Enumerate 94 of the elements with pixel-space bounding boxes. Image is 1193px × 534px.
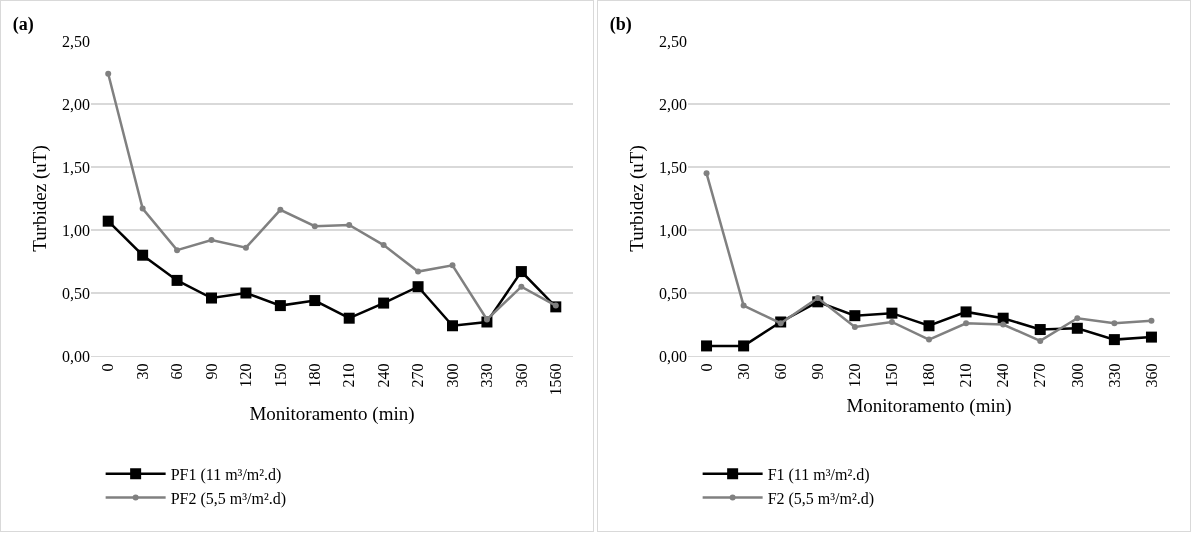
x-axis-title: Monitoramento (min) xyxy=(846,395,1012,418)
y-tick-label: 1,50 xyxy=(62,158,90,176)
x-axis-title: Monitoramento (min) xyxy=(249,403,415,426)
x-tick-label: 360 xyxy=(1142,363,1160,388)
y-tick-label: 0,50 xyxy=(62,284,90,302)
y-axis-title: Turbidez (uT) xyxy=(28,145,51,252)
x-tick-label: 360 xyxy=(512,363,530,388)
legend-label: F2 (5,5 m³/m².d) xyxy=(767,489,875,508)
point xyxy=(449,262,456,269)
point xyxy=(311,223,318,230)
point xyxy=(277,206,284,213)
legend-label: F1 (11 m³/m².d) xyxy=(767,465,870,484)
x-tick-label: 300 xyxy=(1068,363,1086,388)
x-tick-label: 60 xyxy=(771,363,789,380)
x-tick-label: 330 xyxy=(478,363,496,388)
point xyxy=(926,336,932,343)
point xyxy=(1034,324,1046,336)
y-tick-label: 2,00 xyxy=(62,95,90,113)
point xyxy=(137,249,149,261)
y-tick-label: 1,00 xyxy=(659,221,687,239)
x-tick-label: 240 xyxy=(994,363,1012,388)
x-tick-label: 0 xyxy=(697,363,715,372)
point xyxy=(1037,337,1044,344)
x-tick-label: 30 xyxy=(734,363,752,380)
point xyxy=(206,292,217,304)
point xyxy=(102,215,114,227)
point xyxy=(1074,315,1081,322)
x-tick-label: 210 xyxy=(340,363,358,388)
point xyxy=(274,300,286,312)
point xyxy=(1000,321,1007,328)
point xyxy=(703,170,710,177)
point xyxy=(171,274,183,286)
point xyxy=(1148,317,1155,324)
point xyxy=(380,242,387,249)
point xyxy=(963,320,970,327)
point xyxy=(515,266,527,278)
point xyxy=(378,297,390,309)
point xyxy=(174,247,181,254)
point xyxy=(343,312,355,324)
x-tick-label: 300 xyxy=(443,363,461,388)
point xyxy=(105,70,112,77)
point xyxy=(888,318,895,325)
point xyxy=(518,283,525,290)
point xyxy=(415,268,422,275)
chart-title: (b) xyxy=(609,13,632,35)
point xyxy=(1145,331,1157,343)
point xyxy=(447,320,458,332)
x-tick-label: 150 xyxy=(271,363,289,388)
x-tick-label: 270 xyxy=(409,363,427,388)
x-tick-label: 30 xyxy=(133,363,151,380)
x-tick-label: 60 xyxy=(168,363,186,380)
x-tick-label: 120 xyxy=(237,363,255,388)
point xyxy=(886,307,898,319)
y-axis-title: Turbidez (uT) xyxy=(625,145,648,252)
y-tick-label: 1,50 xyxy=(659,158,687,176)
x-tick-label: 0 xyxy=(99,363,117,372)
x-tick-label: 210 xyxy=(957,363,975,388)
point xyxy=(139,205,146,212)
chart-title: (a) xyxy=(12,13,34,35)
x-tick-label: 90 xyxy=(808,363,826,380)
x-tick-label: 90 xyxy=(202,363,220,380)
y-tick-label: 0,50 xyxy=(659,284,687,302)
point xyxy=(1111,320,1118,327)
point xyxy=(412,281,424,293)
point xyxy=(1108,334,1120,346)
y-tick-label: 2,50 xyxy=(659,32,687,50)
point xyxy=(1071,322,1083,334)
y-tick-label: 2,00 xyxy=(659,95,687,113)
point xyxy=(240,287,252,299)
y-tick-label: 1,00 xyxy=(62,221,90,239)
point xyxy=(309,295,321,307)
x-tick-label: 120 xyxy=(846,363,864,388)
point xyxy=(923,320,935,332)
point xyxy=(851,324,858,331)
point xyxy=(960,306,972,318)
x-tick-label: 330 xyxy=(1105,363,1123,388)
y-tick-label: 0,00 xyxy=(659,347,687,365)
point xyxy=(849,310,861,322)
x-tick-label: 150 xyxy=(883,363,901,388)
point xyxy=(701,340,713,352)
x-tick-label: 1560 xyxy=(546,363,564,396)
point xyxy=(208,237,215,244)
x-tick-label: 240 xyxy=(374,363,392,388)
y-tick-label: 0,00 xyxy=(62,347,90,365)
point xyxy=(740,302,747,309)
legend-label: PF1 (11 m³/m².d) xyxy=(170,465,282,484)
x-tick-label: 180 xyxy=(305,363,323,388)
x-tick-label: 270 xyxy=(1031,363,1049,388)
x-tick-label: 180 xyxy=(920,363,938,388)
point xyxy=(346,221,353,228)
point xyxy=(738,340,750,352)
y-tick-label: 2,50 xyxy=(62,32,90,50)
point xyxy=(242,244,249,251)
legend-label: PF2 (5,5 m³/m².d) xyxy=(170,489,287,508)
